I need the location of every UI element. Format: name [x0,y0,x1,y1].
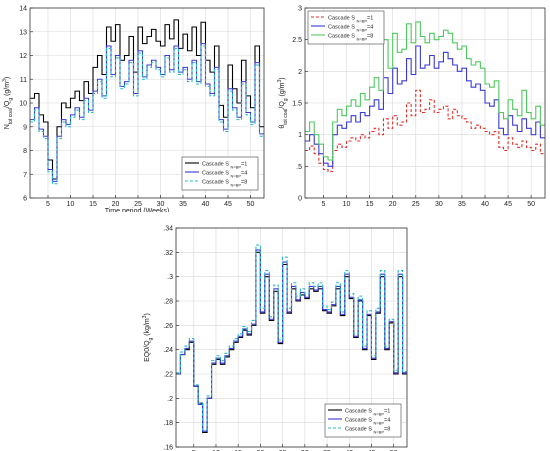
y-tick-label: .2 [167,396,173,403]
y-axis-label: Ntot coal/Qg (g/m3) [2,77,14,129]
x-tick-label: 10 [67,201,75,208]
y-tick-label: 0 [298,196,302,203]
chart-panel-bottom: 5101520253035404550.16.18.2.22.24.26.28.… [142,226,408,451]
legend-label-2: Cascade S N=BP=4 [202,170,247,178]
x-tick-label: 45 [224,201,232,208]
legend-label-3: Cascade S N=BP=8 [345,426,390,434]
y-axis-label: EQ0/Qg (kg/m3) [142,313,154,362]
y-tick-label: 14 [19,6,27,13]
y-tick-label: .16 [163,445,173,451]
y-tick-label: 1.5 [292,101,302,108]
y-tick-label: .5 [296,164,302,171]
x-tick-label: 5 [322,201,326,208]
y-tick-label: 7 [23,172,27,179]
legend-box [324,403,402,438]
x-tick-label: 30 [157,201,165,208]
series-line-1 [305,89,545,172]
x-tick-label: 40 [202,201,210,208]
y-tick-label: .22 [163,372,173,379]
y-tick-label: .18 [163,420,173,427]
y-tick-label: .32 [163,250,173,257]
x-tick-label: 20 [112,201,120,208]
legend-label-2: Cascade S N=BP=4 [328,24,373,32]
x-tick-label: 25 [412,201,420,208]
x-tick-label: 50 [527,201,535,208]
legend-label-3: Cascade S N=BP=8 [328,33,373,41]
chart-panel-top-left: 5 10 15 20 25 30 35 40 45 50 6 7 8 9 10 11 12 13 14 Time pe… [2,6,265,212]
legend-label-1: Cascade S N=BP=1 [202,161,247,169]
x-tick-label: 35 [458,201,466,208]
y-tick-label: 12 [19,53,27,60]
y-tick-label: 2.5 [292,37,302,44]
x-tick-label: 5 [46,201,50,208]
x-tick-label: 10 [343,201,351,208]
axes-box [175,227,408,448]
chart-panel-top-right: 5 10 15 20 25 30 35 40 45 50 0 .5 1 1.5 2 2.5 3 θtot coal… [277,6,546,208]
y-tick-label: .34 [163,226,173,233]
y-tick-label: 3 [298,6,302,13]
x-tick-label: 15 [89,201,97,208]
y-tick-label: 8 [23,148,27,155]
x-tick-label: 30 [435,201,443,208]
x-tick-label: 35 [179,201,187,208]
x-tick-label: 40 [481,201,489,208]
legend-box [307,10,385,45]
y-tick-label: 2 [298,69,302,76]
y-tick-label: .28 [163,299,173,306]
legend-label-3: Cascade S N=BP=8 [202,179,247,187]
y-tick-label: 10 [19,101,27,108]
series-line-1 [30,19,264,180]
y-tick-label: .3 [167,274,173,281]
y-axis-label: θtot coal/Qg (g/m3) [277,77,289,128]
x-tick-label: 45 [504,201,512,208]
y-tick-label: 11 [20,77,27,84]
legend-label-1: Cascade S N=BP=1 [345,408,390,416]
series-line-2 [305,45,545,167]
y-tick-label: .24 [163,347,173,354]
y-tick-label: 9 [23,124,27,131]
series-line-3 [305,21,545,161]
legend-label-2: Cascade S N=BP=4 [345,417,390,425]
y-tick-label: 1 [298,132,302,139]
x-tick-label: 15 [366,201,374,208]
y-tick-label: 6 [23,196,27,203]
series-line-3 [176,244,407,431]
y-tick-label: 13 [19,29,27,36]
y-tick-label: .26 [163,323,173,330]
x-tick-label: 50 [247,201,255,208]
legend-label-1: Cascade S N=BP=1 [328,15,373,23]
x-tick-label: 20 [389,201,397,208]
series-line-3 [30,45,264,185]
x-tick-label: 25 [134,201,142,208]
x-axis-label: Time period (Weeks) [105,208,170,212]
